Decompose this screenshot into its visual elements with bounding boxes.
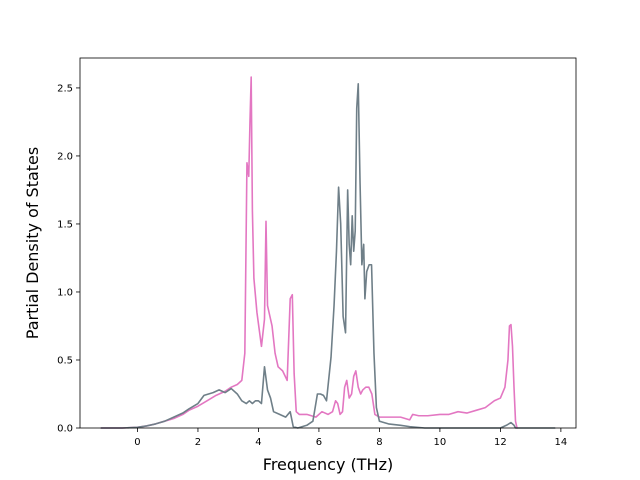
plot-frame — [79, 57, 577, 429]
x-axis-label: Frequency (THz) — [263, 455, 393, 474]
y-tick-label: 0.5 — [57, 355, 73, 366]
x-tick-label: 8 — [376, 437, 382, 448]
y-tick-label: 2.0 — [57, 151, 73, 162]
series-layer — [100, 76, 556, 429]
x-tick-label: 10 — [434, 437, 447, 448]
x-tick-label: 14 — [555, 437, 568, 448]
y-tick-label: 2.5 — [57, 83, 73, 94]
y-tick-label: 1.5 — [57, 219, 73, 230]
x-tick-label: 12 — [494, 437, 507, 448]
x-tick-label: 2 — [195, 437, 201, 448]
series-line-0 — [100, 76, 518, 429]
ticks-layer: 0 2 4 6 8 10 12 14 0.0 0.5 1.0 1.5 2.0 2.5 — [57, 83, 567, 448]
x-tick-label: 4 — [255, 437, 261, 448]
y-tick-label: 0.0 — [57, 424, 73, 435]
x-tick-label: 6 — [316, 437, 322, 448]
series-line-1 — [100, 83, 556, 429]
x-tick-label: 0 — [134, 437, 140, 448]
y-tick-label: 1.0 — [57, 287, 73, 298]
y-axis-label: Partial Density of States — [23, 147, 42, 339]
